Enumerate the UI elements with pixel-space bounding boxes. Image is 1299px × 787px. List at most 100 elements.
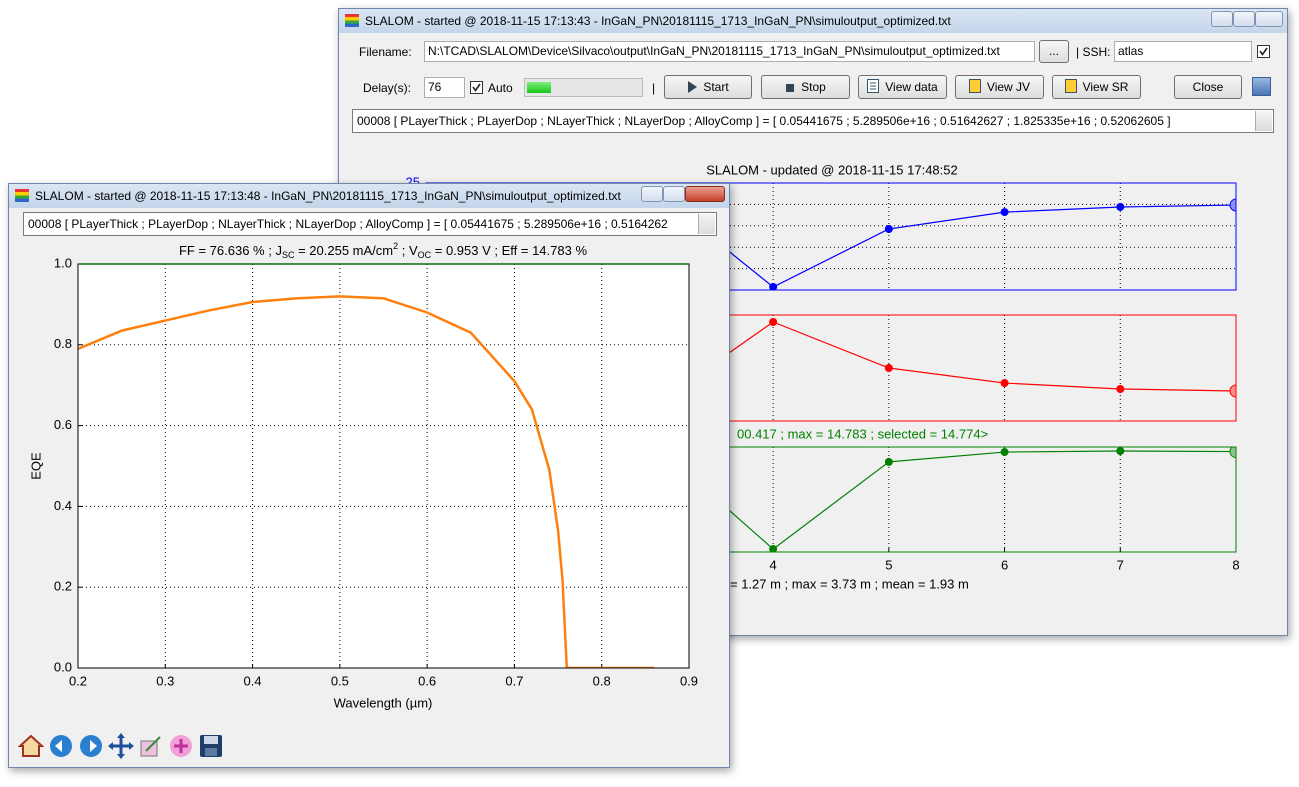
data-line	[657, 193, 1236, 288]
x-tick-label: 0.8	[593, 673, 611, 688]
button-label: View data	[885, 80, 938, 94]
auto-label: Auto	[488, 81, 513, 95]
delay-input[interactable]: 76	[424, 77, 465, 98]
window-title: SLALOM - started @ 2018-11-15 17:13:43 -…	[365, 14, 951, 28]
data-point	[1116, 202, 1125, 211]
button-label: View JV	[986, 80, 1031, 94]
stop-button[interactable]: Stop	[761, 75, 850, 99]
selector-text: 00008 [ PLayerThick ; PLayerDop ; NLayer…	[28, 217, 668, 231]
minimize-button[interactable]	[1211, 11, 1233, 27]
y-tick-label: 0.2	[54, 579, 72, 594]
y-axis-label: EQE	[28, 452, 43, 480]
ssh-input[interactable]: atlas	[1114, 41, 1252, 62]
parameter-selector[interactable]: 00008 [ PLayerThick ; PLayerDop ; NLayer…	[23, 212, 717, 236]
data-point	[1000, 208, 1009, 217]
x-tick-label: 0.5	[331, 673, 349, 688]
back-tool[interactable]	[48, 733, 74, 759]
view-data-button[interactable]: View data	[858, 75, 947, 99]
x-tick-label: 0.6	[418, 673, 436, 688]
sr-icon	[1064, 79, 1077, 93]
start-button[interactable]: Start	[664, 75, 752, 99]
x-tick-label: 0.3	[156, 673, 174, 688]
browse-button[interactable]: ...	[1039, 40, 1069, 63]
data-icon	[867, 79, 880, 93]
ssh-checkbox[interactable]	[1257, 45, 1270, 58]
app-icon	[15, 189, 29, 202]
x-tick-label: 0.7	[505, 673, 523, 688]
parameter-selector[interactable]: 00008 [ PLayerThick ; PLayerDop ; NLayer…	[352, 109, 1274, 133]
y-tick-label: 1.0	[54, 255, 72, 270]
x-tick-label: 0.9	[680, 673, 698, 688]
data-point	[769, 545, 778, 552]
selected-point	[1229, 384, 1236, 398]
selector-text: 00008 [ PLayerThick ; PLayerDop ; NLayer…	[357, 114, 1171, 128]
app-icon	[345, 14, 359, 27]
panel-note: = 1.27 m ; max = 3.73 m ; mean = 1.93 m	[730, 576, 969, 591]
save-tool[interactable]	[198, 733, 224, 759]
view-jv-button[interactable]: View JV	[955, 75, 1044, 99]
x-tick-label: 5	[885, 557, 892, 572]
check-mark	[472, 83, 481, 92]
title-subscript: SC	[282, 250, 295, 260]
x-axis-label: Wavelength (µm)	[334, 695, 433, 710]
close-window-button[interactable]	[1255, 11, 1283, 27]
help-button[interactable]	[1252, 77, 1271, 96]
window-title: SLALOM - started @ 2018-11-15 17:13:48 -…	[35, 189, 621, 203]
x-tick-label: 7	[1117, 557, 1124, 572]
selected-point	[1229, 447, 1236, 459]
data-point	[1116, 384, 1125, 393]
play-icon	[688, 81, 698, 93]
dropdown-arrow	[698, 214, 715, 234]
pan-tool[interactable]	[108, 733, 134, 759]
title-bar: SLALOM - started @ 2018-11-15 17:13:48 -…	[9, 184, 729, 208]
data-point	[769, 283, 778, 290]
title-part: = 20.255 mA/cm	[294, 243, 393, 258]
data-point	[1000, 379, 1009, 388]
title-part: ; V	[398, 243, 418, 258]
home-tool[interactable]	[17, 733, 45, 759]
title-superscript: 2	[393, 241, 398, 251]
title-subscript: OC	[418, 250, 432, 260]
check-mark	[1259, 47, 1268, 56]
zoom-tool[interactable]	[138, 733, 164, 759]
close-button[interactable]: Close	[1174, 75, 1242, 99]
button-label: Stop	[801, 80, 826, 94]
stop-icon	[786, 84, 795, 92]
x-tick-label: 8	[1232, 557, 1239, 572]
eqe-plot: FF = 76.636 % ; JSC = 20.255 mA/cm2 ; VO…	[28, 241, 698, 710]
title-bar: SLALOM - started @ 2018-11-15 17:13:43 -…	[339, 9, 1287, 33]
data-line	[657, 447, 1236, 550]
jv-icon	[968, 79, 981, 93]
subplots-tool[interactable]	[168, 733, 194, 759]
plot-background	[78, 264, 689, 668]
x-tick-label: 0.4	[244, 673, 262, 688]
maximize-button[interactable]	[663, 186, 685, 202]
data-point	[884, 225, 893, 234]
panel-subtitle: 00.417 ; max = 14.783 ; selected = 14.77…	[737, 426, 988, 441]
dropdown-arrow	[1255, 111, 1272, 131]
selected-point	[1229, 198, 1236, 212]
auto-checkbox[interactable]	[470, 81, 483, 94]
ssh-label: | SSH:	[1076, 45, 1111, 59]
y-tick-label: 0.0	[54, 659, 72, 674]
title-part: FF = 76.636 % ; J	[179, 243, 282, 258]
plot-title: SLALOM - updated @ 2018-11-15 17:48:52	[706, 162, 957, 177]
filename-input[interactable]: N:\TCAD\SLALOM\Device\Silvaco\output\InG…	[424, 41, 1035, 62]
x-tick-label: 6	[1001, 557, 1008, 572]
x-tick-label: 0.2	[69, 673, 87, 688]
separator: |	[652, 81, 656, 95]
close-window-button[interactable]	[685, 186, 725, 202]
button-label: View SR	[1082, 80, 1129, 94]
minimize-button[interactable]	[641, 186, 663, 202]
filename-label: Filename:	[359, 45, 412, 59]
progress-fill	[527, 82, 551, 93]
maximize-button[interactable]	[1233, 11, 1255, 27]
data-point	[884, 364, 893, 372]
data-line	[657, 321, 1236, 404]
forward-tool[interactable]	[78, 733, 104, 759]
view-sr-button[interactable]: View SR	[1052, 75, 1141, 99]
progress-bar	[524, 78, 643, 97]
x-tick-label: 4	[770, 557, 777, 572]
title-part: = 0.953 V ; Eff = 14.783 %	[431, 243, 587, 258]
